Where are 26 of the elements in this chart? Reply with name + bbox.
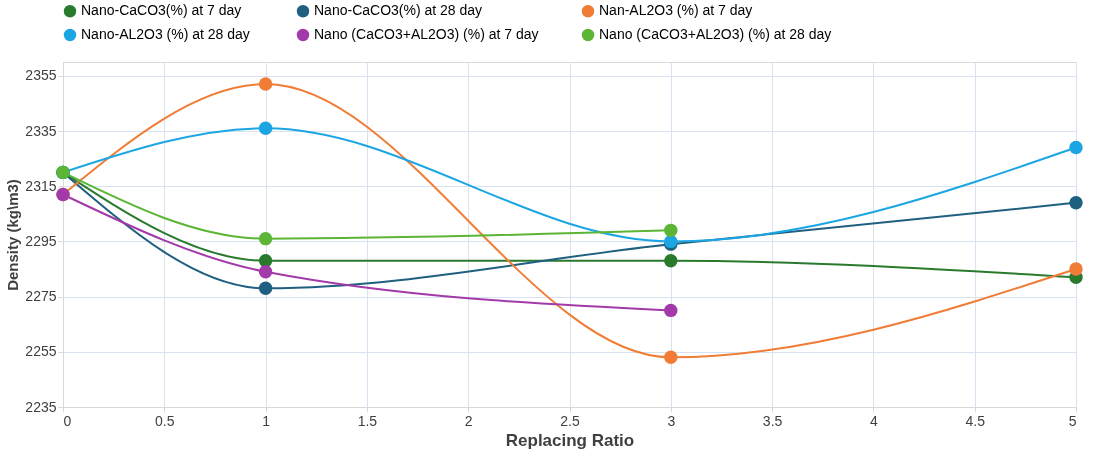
x-tick-label: 0.5 xyxy=(155,412,175,429)
y-tick-label: 2255 xyxy=(25,343,57,360)
legend-label: Nano-CaCO3(%) at 7 day xyxy=(81,2,242,19)
legend-label: Nano (CaCO3+AL2O3) (%) at 7 day xyxy=(314,26,539,42)
y-tick-label: 2335 xyxy=(25,122,57,139)
x-tick-label: 3 xyxy=(667,412,676,429)
y-tick-label: 2295 xyxy=(25,232,57,249)
x-tick-label: 4.5 xyxy=(965,412,986,429)
x-tick-label: 2 xyxy=(464,412,473,429)
x-tick-label: 1.5 xyxy=(357,412,378,429)
y-tick-label: 2235 xyxy=(25,398,57,415)
x-tick-label: 2.5 xyxy=(560,412,580,429)
y-tick-label: 2275 xyxy=(25,288,57,305)
legend-label: Nano-AL2O3 (%) at 28 day xyxy=(81,26,250,42)
x-tick-label: 1 xyxy=(262,412,271,429)
legend-label: Nano (CaCO3+AL2O3) (%) at 28 day xyxy=(599,26,832,42)
x-axis-title: Replacing Ratio xyxy=(505,430,635,450)
legend-label: Nano-CaCO3(%) at 28 day xyxy=(314,2,483,19)
y-axis-title: Density (kg\m3) xyxy=(4,179,22,291)
legend-label: Nan-AL2O3 (%) at 7 day xyxy=(599,2,753,19)
x-tick-label: 3.5 xyxy=(762,412,783,429)
x-tick-label: 5 xyxy=(1068,412,1077,429)
x-tick-label: 4 xyxy=(870,412,878,429)
x-tick-label: 0 xyxy=(63,412,72,429)
y-tick-label: 2355 xyxy=(25,67,57,84)
y-tick-label: 2315 xyxy=(25,177,57,194)
